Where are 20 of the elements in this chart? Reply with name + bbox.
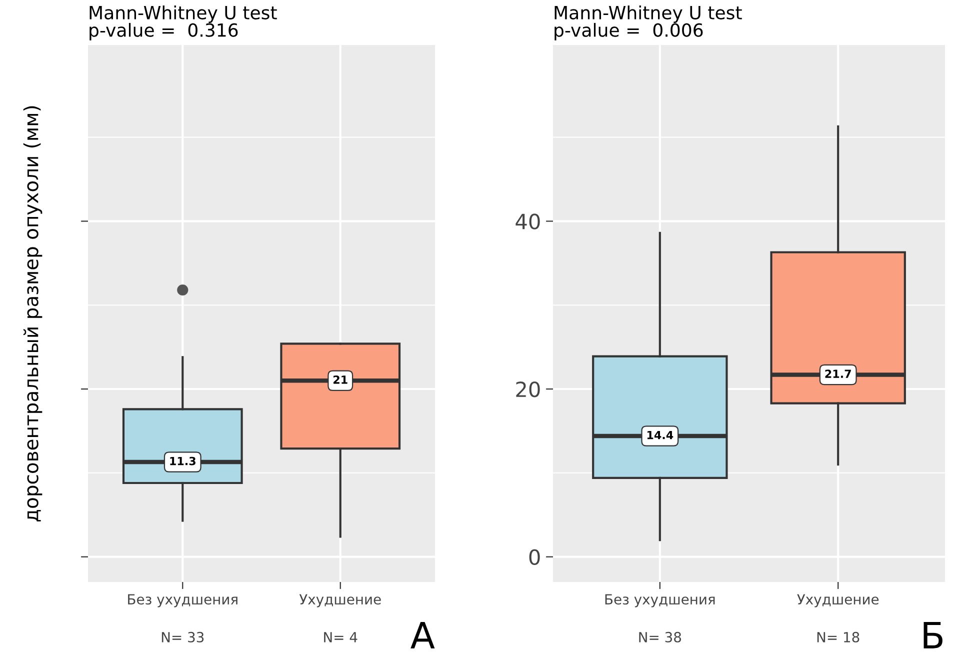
x-tick-label: Без ухудшения (128, 594, 238, 608)
y-axis-title: дорсовентральный размер опухоли (мм) (23, 106, 42, 522)
x-tick-label: Ухудшение (299, 594, 381, 608)
x-tick-label: Без ухудшения (605, 594, 715, 608)
text: 21 (334, 375, 348, 384)
y-tick-label: 20 (516, 381, 540, 398)
text: N= 33 (162, 632, 204, 642)
text: А (410, 622, 435, 648)
text: N= 18 (817, 632, 860, 642)
x-tick-label: Ухудшение (797, 594, 879, 608)
text: Б (924, 622, 942, 648)
text: N= 4 (324, 632, 358, 642)
text: 21.7 (825, 370, 851, 378)
chart-title: Mann-Whitney U test p-value = 0.006 (554, 5, 742, 40)
text: N= 38 (639, 632, 682, 642)
y-tick-label: 40 (516, 214, 540, 230)
y-tick-label: 0 (529, 549, 540, 566)
text: 11.3 (170, 456, 196, 466)
text: 14.4 (647, 430, 674, 440)
chart-title: Mann-Whitney U test p-value = 0.316 (90, 5, 277, 40)
